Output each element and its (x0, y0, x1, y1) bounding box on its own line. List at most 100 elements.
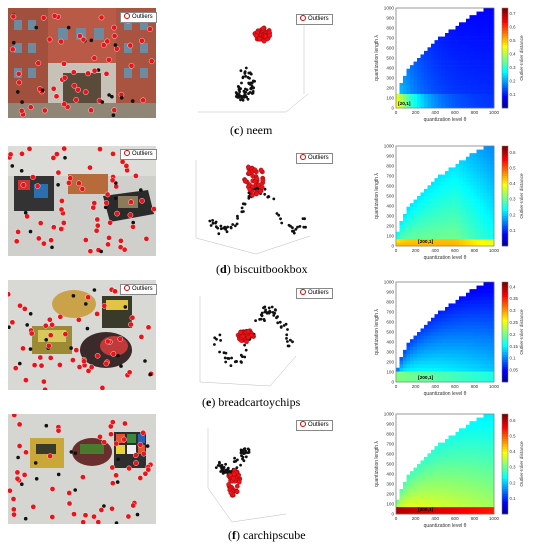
colorbar-segment (502, 511, 508, 515)
heatmap-cell (473, 54, 477, 59)
outlier-keypoint (23, 449, 29, 456)
inlier-point (266, 195, 270, 199)
heatmap-cell (490, 79, 495, 84)
colorbar-segment (502, 183, 508, 187)
heatmap-cell (441, 174, 446, 179)
colorbar-segment (502, 203, 508, 207)
heatmap-cell (490, 40, 495, 45)
heatmap-cell (445, 174, 449, 179)
heatmap-cell (406, 510, 411, 515)
heatmap-cell (466, 242, 470, 247)
heatmap-cell (469, 478, 474, 483)
heatmap-cell (459, 203, 463, 208)
heatmap-cell (438, 364, 442, 369)
heatmap-cell (487, 489, 491, 493)
heatmap-cell (431, 467, 435, 472)
heatmap-cell (420, 506, 425, 511)
colorbar-segment (502, 18, 508, 21)
heatmap-cell (462, 449, 467, 454)
heatmap-cell (448, 58, 453, 62)
heatmap-cell (413, 360, 418, 365)
heatmap-cell (399, 90, 404, 95)
heatmap-cell (445, 54, 449, 59)
heatmap-cell (445, 58, 449, 62)
heatmap-cell (455, 378, 460, 383)
heatmap-cell (452, 310, 456, 315)
inlier-point (254, 319, 257, 322)
heatmap-cell (480, 25, 484, 30)
heatmap-cell (469, 61, 474, 66)
heatmap-cell (420, 90, 425, 95)
heatmap-cell (438, 50, 442, 55)
colorbar-segment (502, 243, 508, 247)
heatmap-cell (452, 188, 456, 193)
heatmap-cell (459, 178, 463, 183)
heatmap-cell (473, 435, 477, 440)
inlier-point (244, 74, 247, 78)
heatmap-cell (480, 364, 484, 369)
heatmap-cell (487, 86, 491, 91)
heatmap-cell (487, 289, 491, 294)
heatmap-cell (487, 36, 491, 41)
colorbar-segment (502, 25, 508, 29)
heatmap-cell (445, 357, 449, 361)
heatmap-cell (452, 97, 456, 102)
heatmap-cell (466, 199, 470, 204)
heatmap-cell (452, 503, 456, 508)
outlier-keypoint (30, 504, 37, 510)
heatmap-cell (473, 86, 477, 91)
colorbar-segment (502, 342, 508, 345)
heatmap-cell (427, 349, 432, 354)
heatmap-cell (480, 489, 484, 493)
heatmap-cell (417, 481, 421, 486)
heatmap-cell (396, 371, 400, 376)
colorbar-segment (502, 223, 508, 227)
heatmap-cell (417, 86, 421, 91)
colorbar-segment (502, 434, 508, 437)
heatmap-cell (441, 100, 446, 105)
heatmap-cell (452, 217, 456, 222)
heatmap-cell (480, 435, 484, 440)
heatmap-cell (420, 75, 425, 80)
heatmap-cell (490, 310, 495, 315)
heatmap-cell (469, 349, 474, 354)
heatmap-cell (406, 364, 411, 369)
heatmap-cell (424, 79, 428, 84)
heatmap-cell (427, 489, 432, 493)
y-tick-label: 500 (386, 56, 394, 61)
heatmap-cell (462, 228, 467, 233)
heatmap-cell (473, 79, 477, 84)
heatmap-cell (452, 79, 456, 84)
outlier-keypoint (23, 377, 29, 383)
heatmap-cell (483, 321, 488, 326)
heatmap-cell (420, 104, 425, 109)
heatmap-cell (483, 367, 488, 372)
heatmap-cell (476, 83, 481, 87)
heatmap-cell (476, 349, 481, 354)
heatmap-cell (462, 167, 467, 172)
heatmap-cell (476, 492, 481, 497)
heatmap-cell (459, 478, 463, 483)
inlier-keypoint (100, 100, 105, 104)
heatmap-cell (448, 228, 453, 233)
heatmap-cell (420, 235, 425, 240)
heatmap-cell (462, 72, 467, 77)
heatmap-cell (483, 58, 488, 62)
outlier-keypoint (113, 472, 119, 479)
heatmap-cell (441, 192, 446, 197)
heatmap-cell (427, 104, 432, 109)
heatmap-cell (466, 203, 470, 208)
heatmap-cell (487, 292, 491, 297)
heatmap-cell (403, 83, 407, 87)
heatmap-cell (469, 58, 474, 62)
heatmap-cell (417, 339, 421, 344)
colorbar-segment (502, 176, 508, 179)
heatmap-cell (476, 299, 481, 304)
heatmap-cell (431, 58, 435, 62)
outlier-keypoint (61, 220, 67, 226)
heatmap-cell (490, 321, 495, 326)
outlier-keypoint (117, 336, 124, 342)
heatmap-cell (403, 367, 407, 372)
heatmap-cell (413, 75, 418, 80)
heatmap-cell (417, 217, 421, 222)
